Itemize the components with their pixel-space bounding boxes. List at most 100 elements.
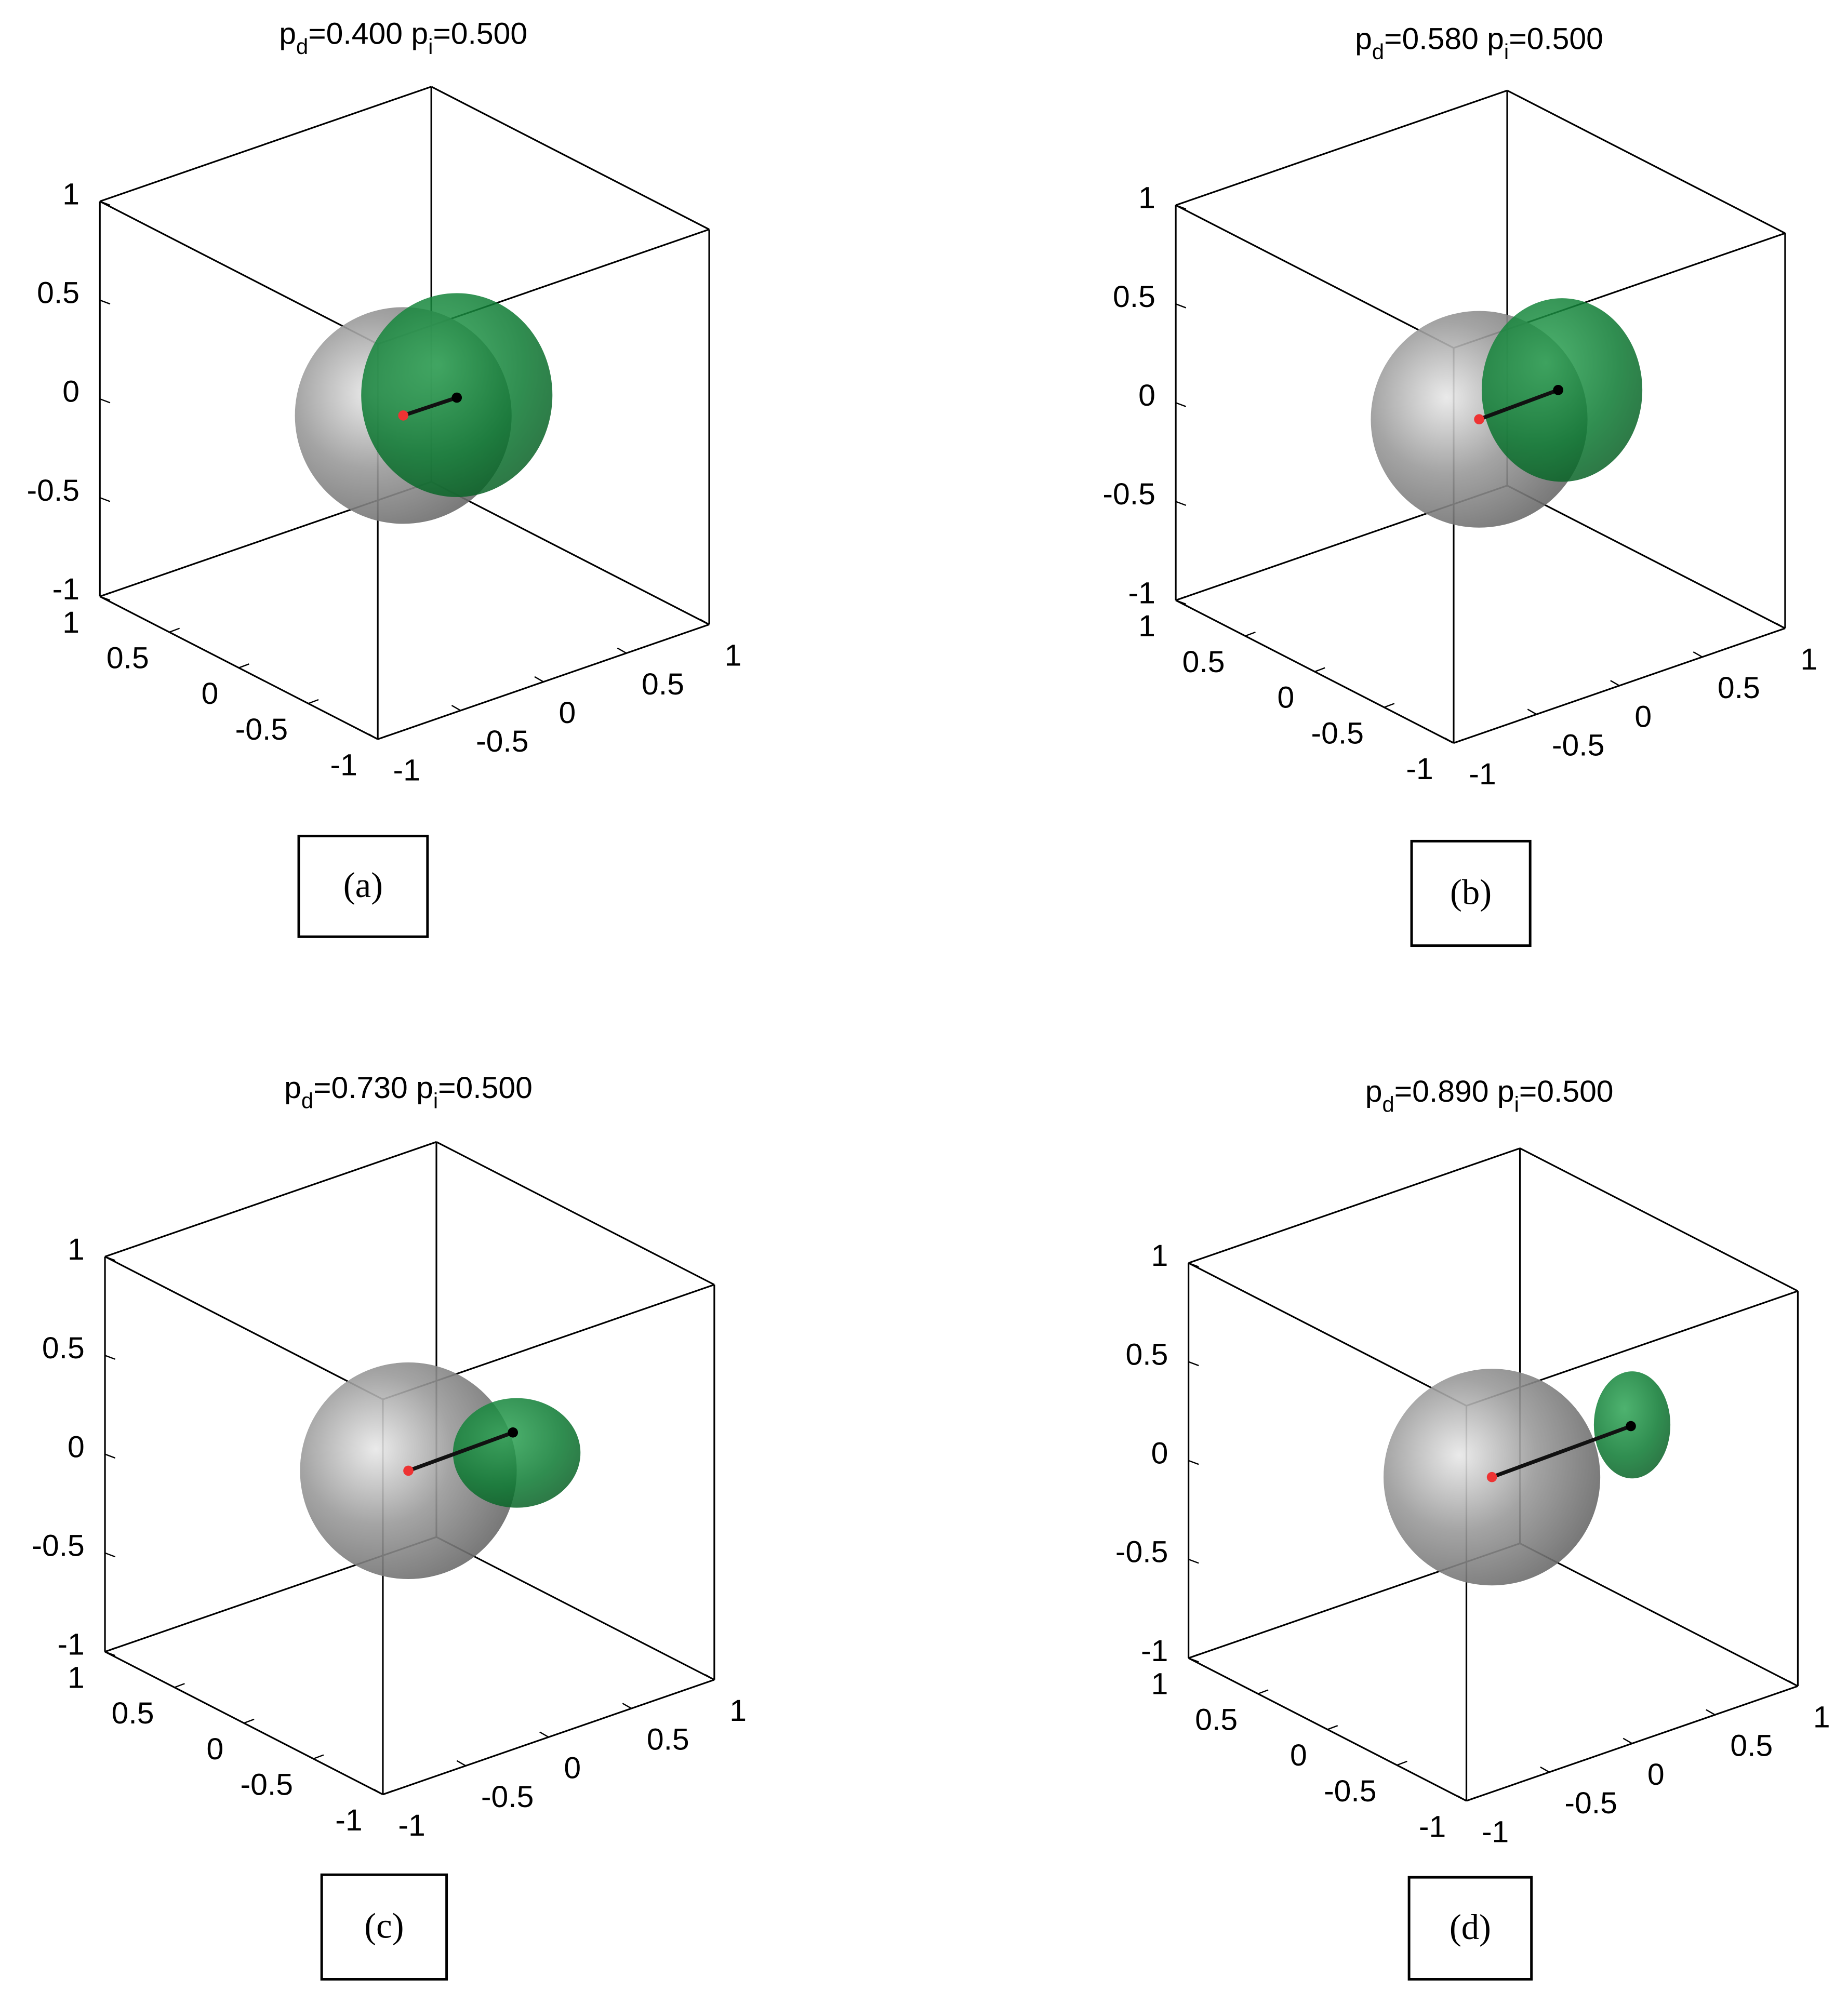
tip-dot [508,1427,518,1438]
box-edge [431,481,710,625]
box-edge [104,1255,383,1400]
x-tick [539,1731,549,1738]
box-edge [99,86,432,203]
z-tick-label: -0.5 [32,1529,84,1562]
z-tick-label: 0 [1151,1437,1168,1470]
x-tick [1527,708,1537,715]
tip-dot [451,392,462,403]
x-tick-label: 0.5 [1718,671,1760,705]
x-tick-label: 0.5 [647,1722,689,1756]
vector [407,1431,514,1473]
y-tick-label: -0.5 [235,713,288,746]
z-tick-label: 0 [68,1430,85,1464]
z-tick [1175,501,1187,506]
y-tick-label: 0 [206,1732,223,1766]
z-tick [1175,402,1187,407]
box-edge [1175,89,1508,206]
title-part: i [433,1088,438,1113]
title-part: p [1355,22,1372,56]
y-tick-label: 0 [1290,1739,1307,1772]
x-tick-label: -1 [1469,757,1496,791]
title-part: =0.890 p [1394,1075,1514,1108]
tip-dot [1553,384,1563,395]
z-tick [1188,1262,1199,1268]
y-tick-label: 1 [62,606,79,639]
title-part: p [284,1071,301,1104]
z-tick-label: -1 [1141,1634,1168,1668]
y-tick [1397,1760,1407,1766]
y-tick [1453,738,1465,744]
title-part: =0.400 p [308,17,428,50]
z-tick [104,1651,116,1656]
title-part: p [1365,1075,1382,1108]
title-part: =0.500 [1519,1075,1614,1108]
x-tick [374,1788,383,1795]
title-part: =0.500 [1509,22,1603,56]
green-ellipsoid [453,1398,581,1508]
x-tick [700,619,710,625]
z-tick [1188,1460,1199,1465]
y-tick [382,1790,394,1795]
y-tick-label: 1 [1151,1667,1168,1701]
y-tick-label: 1 [68,1661,85,1694]
x-tick [1788,1680,1799,1687]
title-part: i [1504,39,1509,64]
x-tick-label: -1 [393,753,420,787]
origin-dot [1474,414,1484,425]
x-tick [617,647,627,654]
y-tick-label: 0 [202,677,219,711]
x-tick-label: 0.5 [1730,1729,1773,1763]
box-edge [1507,485,1786,630]
z-tick [99,200,111,206]
z-tick-label: -1 [57,1628,84,1662]
y-tick-label: -1 [330,748,357,782]
panel: -1-0.500.51-1-0.500.51-1-0.500.51pd=0.58… [1102,22,1817,947]
y-tick [313,1754,324,1760]
title-part: =0.730 p [313,1071,433,1104]
y-tick [1384,703,1395,708]
y-tick-label: 0.5 [1182,645,1225,679]
y-tick [174,1683,185,1688]
z-tick-label: 1 [62,177,79,211]
y-tick-label: 0.5 [107,641,149,675]
x-tick-label: -1 [1482,1815,1509,1849]
z-tick-label: 0.5 [1126,1338,1168,1371]
x-tick [1693,651,1703,658]
x-tick-label: 0 [559,696,576,730]
x-tick [622,1703,632,1709]
box-edge [1519,1147,1799,1292]
tip-dot [1626,1421,1636,1432]
z-tick-label: 1 [1138,181,1155,215]
x-tick [451,705,461,711]
label-box [320,1873,448,1981]
box-edge [436,1141,715,1286]
z-tick [104,1453,116,1459]
y-tick [308,699,319,704]
title-part: =0.500 [438,1071,533,1104]
origin-dot [1486,1472,1497,1482]
y-tick-label: -1 [1419,1810,1446,1843]
z-tick [99,596,111,601]
y-tick-label: 0 [1278,681,1295,715]
y-tick [1245,631,1256,637]
title-part: d [296,34,308,59]
x-tick-label: 0 [564,1752,581,1785]
z-tick [1175,599,1187,605]
y-tick [1257,1689,1269,1695]
box-edge [1507,89,1786,234]
y-tick-label: -1 [1406,752,1433,786]
z-tick [99,398,111,404]
z-tick [1175,303,1187,309]
panel-title: pd=0.730 pi=0.500 [284,1071,533,1113]
z-tick-label: -0.5 [27,474,79,507]
x-tick-label: -0.5 [476,725,528,758]
title-part: d [301,1088,313,1113]
y-tick [377,734,389,740]
z-tick-label: 0 [62,375,79,409]
z-tick [104,1355,116,1360]
x-tick [1444,737,1454,744]
z-tick [99,497,111,502]
x-tick [1706,1709,1716,1716]
z-tick-label: 1 [68,1233,85,1266]
x-tick-label: 0 [1647,1758,1665,1792]
